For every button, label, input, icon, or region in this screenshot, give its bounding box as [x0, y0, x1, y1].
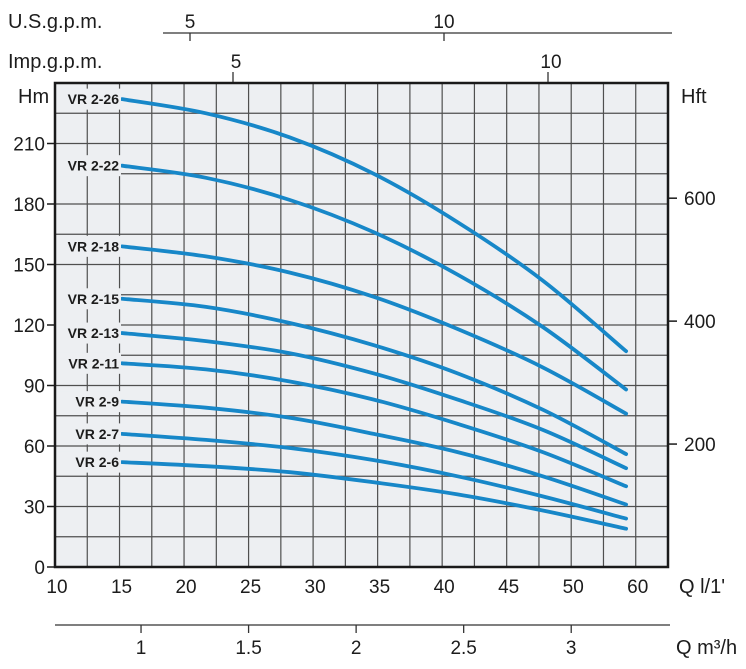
curve-label: VR 2-9 [75, 394, 119, 410]
curve-label: VR 2-26 [68, 91, 120, 107]
head-ft-tick-label: 200 [684, 435, 716, 456]
imp-gpm-tick-label: 5 [231, 52, 242, 73]
curve-label-box [56, 391, 121, 413]
pump-curve-vr-2-11 [120, 361, 628, 489]
flow-lmin-tick-label: 40 [434, 577, 455, 598]
flow-lmin-tick-label: 35 [369, 577, 390, 598]
curve-label: VR 2-7 [75, 426, 119, 442]
curve-label-box [56, 322, 121, 344]
flow-lmin-tick-label: 20 [175, 577, 196, 598]
head-m-tick-label: 210 [13, 135, 45, 156]
curve-label-box [56, 235, 121, 257]
imp-gpm-tick-label: 10 [540, 52, 561, 73]
curve-label-box [56, 352, 121, 374]
head-m-axis-title: Hm [18, 86, 49, 108]
curve-label-box [56, 88, 121, 110]
flow-lmin-tick-label: 30 [305, 577, 326, 598]
head-m-tick-label: 90 [24, 377, 45, 398]
flow-lmin-tick-label: 60 [627, 577, 648, 598]
flow-lmin-tick-label: 45 [498, 577, 519, 598]
flow-lmin-axis-title: Q l/1' [679, 576, 725, 598]
pump-curve-vr-2-22 [120, 163, 628, 392]
head-ft-tick-label: 600 [684, 189, 716, 210]
pump-curve-vr-2-18 [120, 244, 628, 416]
pump-curve-vr-2-6 [120, 460, 628, 531]
head-m-tick-label: 30 [24, 498, 45, 519]
head-ft-axis-title: Hft [681, 86, 707, 108]
curve-label: VR 2-13 [68, 325, 120, 341]
pump-curve-vr-2-9 [120, 399, 628, 507]
curve-label-box [56, 423, 121, 445]
flow-m3h-tick-label: 2 [351, 638, 362, 659]
head-ft-tick-label: 400 [684, 312, 716, 333]
curve-label-box [56, 155, 121, 177]
curve-label: VR 2-15 [68, 291, 120, 307]
curve-label: VR 2-22 [68, 158, 120, 174]
imp-gpm-axis-title: Imp.g.p.m. [8, 51, 102, 73]
flow-lmin-tick-label: 15 [111, 577, 132, 598]
pump-curve-vr-2-7 [120, 432, 628, 521]
flow-lmin-tick-label: 10 [46, 577, 67, 598]
curve-label: VR 2-18 [68, 238, 120, 254]
head-m-tick-label: 120 [13, 316, 45, 337]
curve-label-box [56, 451, 121, 473]
curve-label: VR 2-6 [75, 454, 119, 470]
us-gpm-tick-label: 10 [433, 12, 454, 33]
head-m-tick-label: 0 [34, 558, 45, 579]
head-m-tick-label: 60 [24, 437, 45, 458]
pump-curve-vr-2-15 [120, 296, 628, 456]
flow-m3h-axis-title: Q m³/h [676, 637, 737, 659]
us-gpm-axis-title: U.S.g.p.m. [8, 11, 102, 33]
flow-m3h-tick-label: 3 [566, 638, 577, 659]
flow-m3h-tick-label: 1 [136, 638, 147, 659]
pump-curve-vr-2-26 [120, 97, 628, 354]
flow-m3h-tick-label: 2.5 [450, 638, 476, 659]
pump-curves [120, 97, 628, 531]
curve-label-box [56, 288, 121, 310]
pump-curve-vr-2-13 [120, 331, 628, 471]
us-gpm-tick-label: 5 [185, 12, 196, 33]
curve-labels: VR 2-26 VR 2-22 VR 2-18 VR 2-15 VR 2-13 VR 2-… [56, 88, 121, 473]
flow-lmin-tick-label: 25 [240, 577, 261, 598]
flow-lmin-tick-label: 50 [563, 577, 584, 598]
flow-m3h-tick-label: 1.5 [235, 638, 261, 659]
curve-label: VR 2-11 [68, 355, 119, 371]
head-m-tick-label: 180 [13, 195, 45, 216]
head-m-tick-label: 150 [13, 256, 45, 277]
